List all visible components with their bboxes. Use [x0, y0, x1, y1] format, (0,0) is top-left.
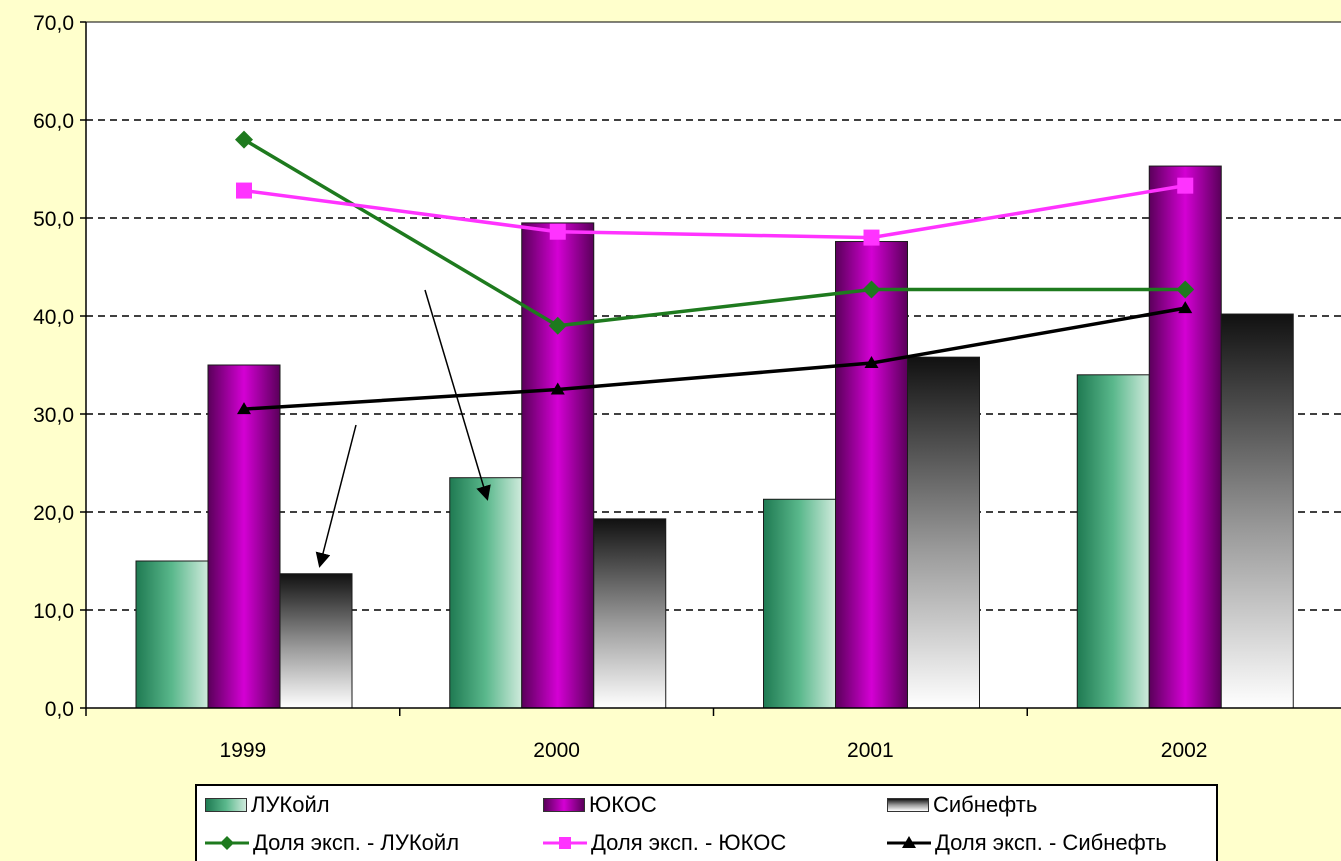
legend: ЛУКойл ЮКОС Сибнефть Доля эксп. - ЛУКойл… — [195, 784, 1218, 861]
lines — [235, 130, 1195, 415]
bar — [207, 364, 281, 709]
bar — [1220, 313, 1294, 709]
legend-label: ЮКОС — [589, 792, 657, 817]
legend-item-yukos: ЮКОС — [543, 792, 657, 818]
legend-swatch — [887, 798, 929, 812]
x-tick-label: 2002 — [1161, 739, 1208, 762]
bar — [449, 477, 523, 709]
bar — [135, 560, 209, 709]
line-point — [236, 182, 252, 199]
series-line — [243, 138, 1186, 328]
legend-line-icon — [887, 836, 931, 848]
line-point — [863, 229, 880, 246]
legend-item-share-sibneft: Доля эксп. - Сибнефть — [887, 830, 1167, 856]
y-tick-label: 0,0 — [45, 698, 74, 721]
y-tick-label: 50,0 — [33, 208, 74, 231]
legend-label: Доля эксп. - Сибнефть — [935, 830, 1167, 855]
line-point — [548, 316, 567, 335]
chart-svg: 0,0 10,0 20,0 30,0 40,0 50,0 60,0 70,0 1999 2000 2… — [33, 12, 1341, 762]
annotation-arrow — [424, 289, 491, 501]
legend-label: Доля эксп. - ЛУКойл — [253, 830, 460, 855]
bar — [279, 573, 353, 709]
legend-swatch — [543, 798, 585, 812]
legend-item-share-lukoil: Доля эксп. - ЛУКойл — [205, 830, 459, 856]
bar — [1148, 165, 1222, 709]
legend-line-icon — [543, 837, 587, 849]
annotation-arrow — [315, 424, 357, 568]
bar — [521, 222, 595, 709]
legend-item-sibneft: Сибнефть — [887, 792, 1037, 818]
line-point — [237, 402, 251, 415]
legend-label: Сибнефть — [933, 792, 1038, 817]
legend-line-icon — [205, 836, 249, 850]
line-point — [1176, 280, 1195, 299]
axes: 0,0 10,0 20,0 30,0 40,0 50,0 60,0 70,0 1999 2000 2… — [33, 12, 1341, 762]
x-tick-label: 1999 — [220, 739, 267, 762]
line-point — [235, 130, 253, 149]
legend-item-lukoil: ЛУКойл — [205, 792, 330, 818]
line-point — [549, 223, 566, 240]
y-tick-label: 60,0 — [33, 110, 74, 133]
x-tick-label: 2001 — [847, 739, 894, 762]
y-tick-label: 20,0 — [33, 502, 74, 525]
line-point — [864, 356, 879, 369]
legend-item-share-yukos: Доля эксп. - ЮКОС — [543, 830, 786, 856]
line-point — [1178, 301, 1193, 314]
line-point — [862, 280, 881, 299]
x-tick-label: 2000 — [533, 739, 580, 762]
bar — [835, 241, 908, 709]
legend-swatch — [205, 798, 247, 812]
legend-label: Доля эксп. - ЮКОС — [591, 830, 787, 855]
y-tick-label: 10,0 — [33, 600, 74, 623]
bars — [135, 165, 1294, 709]
bar — [593, 518, 667, 709]
legend-label: ЛУКойл — [251, 792, 330, 817]
y-tick-label: 40,0 — [33, 306, 74, 329]
series-line — [243, 183, 1186, 240]
line-point — [1177, 177, 1194, 194]
bar — [1076, 374, 1150, 709]
series-line — [243, 306, 1186, 411]
bar — [907, 356, 980, 709]
line-point — [550, 382, 565, 395]
bar — [763, 498, 836, 709]
y-tick-label: 70,0 — [33, 12, 74, 35]
y-tick-label: 30,0 — [33, 404, 74, 427]
